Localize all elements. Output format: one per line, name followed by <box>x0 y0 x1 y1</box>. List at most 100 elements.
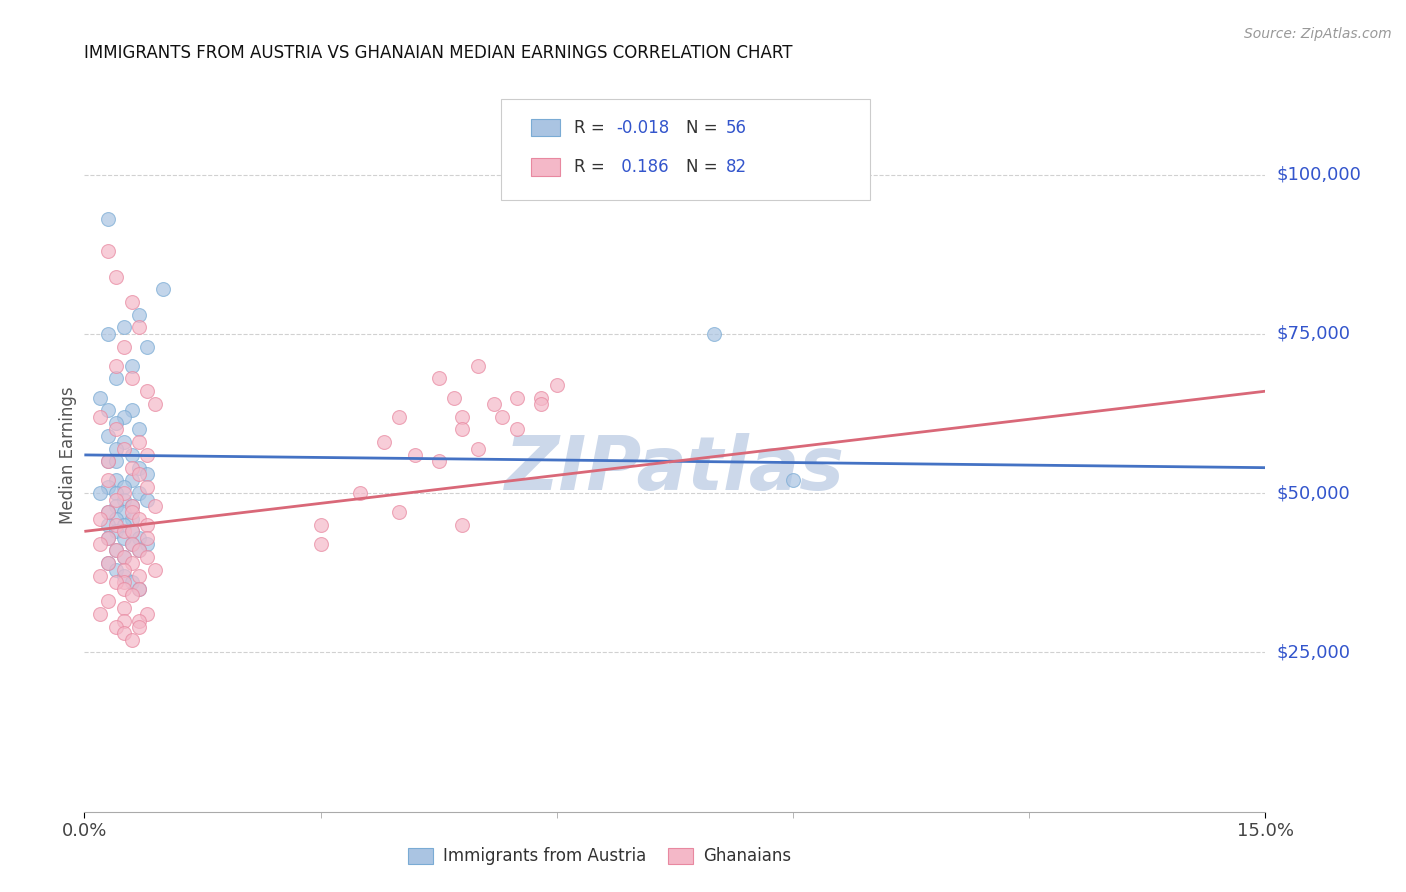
Point <box>112 575 135 590</box>
Point <box>112 563 135 577</box>
Point <box>128 582 150 596</box>
Text: N =: N = <box>686 158 717 176</box>
Point <box>128 308 150 322</box>
Point <box>104 518 127 533</box>
Point <box>89 569 111 583</box>
Point <box>530 391 553 405</box>
Point <box>451 409 474 424</box>
Point <box>97 474 120 488</box>
Point <box>112 600 135 615</box>
Point <box>782 474 804 488</box>
Point <box>128 614 150 628</box>
Point <box>97 531 120 545</box>
Point <box>97 429 120 443</box>
Point <box>104 511 127 525</box>
Point <box>112 582 135 596</box>
Point <box>104 620 127 634</box>
Point <box>136 537 159 551</box>
Point <box>309 518 332 533</box>
Point <box>112 409 135 424</box>
Point <box>121 524 143 539</box>
Point <box>121 359 143 373</box>
Point <box>128 543 150 558</box>
Point <box>104 575 127 590</box>
Point <box>89 511 111 525</box>
Y-axis label: Median Earnings: Median Earnings <box>59 386 77 524</box>
Point <box>121 524 143 539</box>
Text: $25,000: $25,000 <box>1277 643 1351 662</box>
Text: 0.186: 0.186 <box>616 158 668 176</box>
Point <box>112 320 135 334</box>
Point <box>112 340 135 354</box>
Point <box>506 391 529 405</box>
Point <box>152 282 174 296</box>
Point <box>97 454 120 468</box>
Point <box>97 403 120 417</box>
Text: Immigrants from Austria: Immigrants from Austria <box>443 847 647 865</box>
Point <box>128 460 150 475</box>
Point <box>136 531 159 545</box>
Text: ZIPatlas: ZIPatlas <box>505 433 845 506</box>
Point <box>128 511 150 525</box>
Point <box>121 505 143 519</box>
Point <box>112 505 135 519</box>
Point <box>121 499 143 513</box>
Point <box>128 569 150 583</box>
Point <box>143 563 166 577</box>
Point <box>104 359 127 373</box>
Point <box>427 454 450 468</box>
Point <box>104 524 127 539</box>
Point <box>388 409 411 424</box>
Text: 56: 56 <box>725 119 747 136</box>
Point <box>136 492 159 507</box>
Point <box>104 442 127 456</box>
Point <box>121 511 143 525</box>
Point <box>349 486 371 500</box>
Point <box>451 422 474 436</box>
Point <box>97 594 120 608</box>
Point <box>89 391 111 405</box>
Point <box>112 435 135 450</box>
Point <box>451 518 474 533</box>
Point <box>104 454 127 468</box>
Point <box>97 326 120 341</box>
Point <box>388 505 411 519</box>
Point <box>136 448 159 462</box>
Point <box>112 518 135 533</box>
Point <box>121 403 143 417</box>
Point <box>506 422 529 436</box>
Point <box>128 620 150 634</box>
Text: Source: ZipAtlas.com: Source: ZipAtlas.com <box>1244 27 1392 41</box>
Point <box>373 435 395 450</box>
Point <box>112 531 135 545</box>
Point <box>143 397 166 411</box>
Point <box>136 607 159 622</box>
Text: N =: N = <box>686 119 717 136</box>
Point <box>703 326 725 341</box>
Text: IMMIGRANTS FROM AUSTRIA VS GHANAIAN MEDIAN EARNINGS CORRELATION CHART: IMMIGRANTS FROM AUSTRIA VS GHANAIAN MEDI… <box>84 45 793 62</box>
Point <box>136 480 159 494</box>
Point <box>404 448 426 462</box>
Point <box>97 556 120 570</box>
Point <box>121 632 143 647</box>
Point <box>121 537 143 551</box>
Point <box>97 480 120 494</box>
Point <box>97 212 120 227</box>
Point <box>112 626 135 640</box>
Point <box>104 492 127 507</box>
Point <box>97 556 120 570</box>
Point <box>97 505 120 519</box>
Text: R =: R = <box>574 119 605 136</box>
Point <box>121 474 143 488</box>
Point <box>104 371 127 385</box>
Text: $75,000: $75,000 <box>1277 325 1351 343</box>
Point <box>467 359 489 373</box>
Point <box>309 537 332 551</box>
Point <box>104 543 127 558</box>
Point <box>491 409 513 424</box>
Point <box>121 499 143 513</box>
Point <box>112 480 135 494</box>
Point <box>467 442 489 456</box>
Point <box>128 435 150 450</box>
Point <box>128 582 150 596</box>
